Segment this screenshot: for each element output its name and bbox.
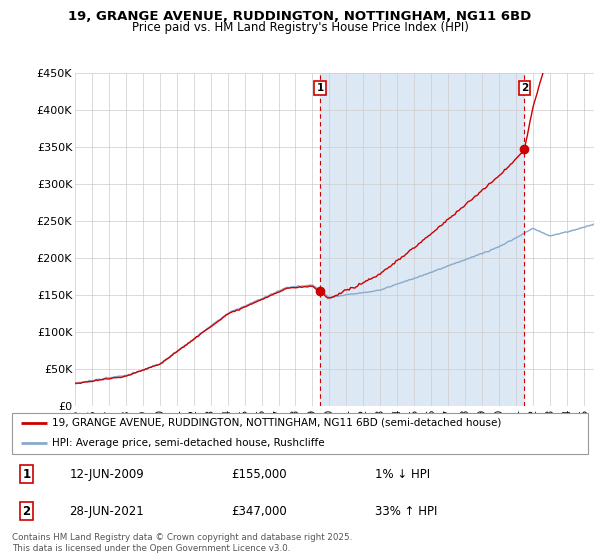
Text: £347,000: £347,000 [231, 505, 287, 517]
Text: 2: 2 [22, 505, 31, 517]
Text: Price paid vs. HM Land Registry's House Price Index (HPI): Price paid vs. HM Land Registry's House … [131, 21, 469, 34]
Text: 1: 1 [316, 83, 324, 93]
Text: 2: 2 [521, 83, 528, 93]
Bar [320, 73, 524, 406]
Text: 19, GRANGE AVENUE, RUDDINGTON, NOTTINGHAM, NG11 6BD: 19, GRANGE AVENUE, RUDDINGTON, NOTTINGHA… [68, 10, 532, 23]
Text: 28-JUN-2021: 28-JUN-2021 [70, 505, 145, 517]
FancyBboxPatch shape [12, 413, 588, 454]
Text: HPI: Average price, semi-detached house, Rushcliffe: HPI: Average price, semi-detached house,… [52, 438, 325, 448]
Text: Contains HM Land Registry data © Crown copyright and database right 2025.
This d: Contains HM Land Registry data © Crown c… [12, 533, 352, 553]
Text: 1: 1 [22, 468, 31, 480]
Text: 1% ↓ HPI: 1% ↓ HPI [375, 468, 430, 480]
Text: £155,000: £155,000 [231, 468, 287, 480]
Text: 12-JUN-2009: 12-JUN-2009 [70, 468, 145, 480]
Text: 19, GRANGE AVENUE, RUDDINGTON, NOTTINGHAM, NG11 6BD (semi-detached house): 19, GRANGE AVENUE, RUDDINGTON, NOTTINGHA… [52, 418, 502, 428]
Text: 33% ↑ HPI: 33% ↑ HPI [375, 505, 437, 517]
